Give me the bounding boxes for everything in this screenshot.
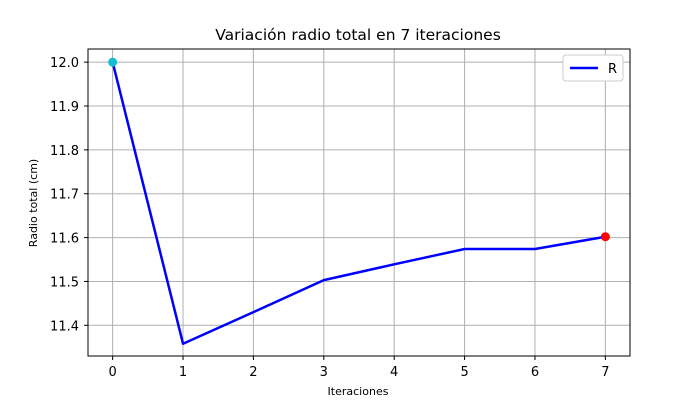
chart-title: Variación radio total en 7 iteraciones xyxy=(215,26,501,44)
x-tick-label: 5 xyxy=(460,365,468,380)
x-tick-label: 3 xyxy=(320,365,328,380)
y-tick-label: 11.5 xyxy=(50,275,79,290)
end-point-marker xyxy=(600,232,610,242)
x-tick-label: 1 xyxy=(179,365,187,380)
start-point-marker xyxy=(108,57,118,67)
y-tick-label: 11.9 xyxy=(50,100,79,115)
x-tick-label: 7 xyxy=(601,365,609,380)
series-layer xyxy=(111,61,606,345)
y-tick-label: 11.6 xyxy=(50,232,79,247)
y-tick-label: 11.7 xyxy=(50,188,79,203)
axis-ticks: 0 1 2 3 4 5 6 7 11.4 11.5 11.6 11.7 11.8 11.9 12.0 xyxy=(50,56,609,380)
series-line-r xyxy=(111,61,606,345)
plot-frame xyxy=(87,48,631,357)
y-tick-label: 12.0 xyxy=(50,56,79,71)
y-axis-label: Radio total (cm) xyxy=(27,159,40,247)
x-axis-label: Iteraciones xyxy=(328,385,389,398)
x-tick-label: 0 xyxy=(108,365,116,380)
y-tick-label: 11.8 xyxy=(50,144,79,159)
marker-layer xyxy=(108,57,610,242)
x-tick-label: 2 xyxy=(249,365,257,380)
legend: R xyxy=(562,54,624,82)
x-tick-label: 4 xyxy=(390,365,398,380)
legend-label-r: R xyxy=(608,62,617,77)
x-tick-label: 6 xyxy=(531,365,539,380)
y-tick-label: 11.4 xyxy=(50,319,79,334)
